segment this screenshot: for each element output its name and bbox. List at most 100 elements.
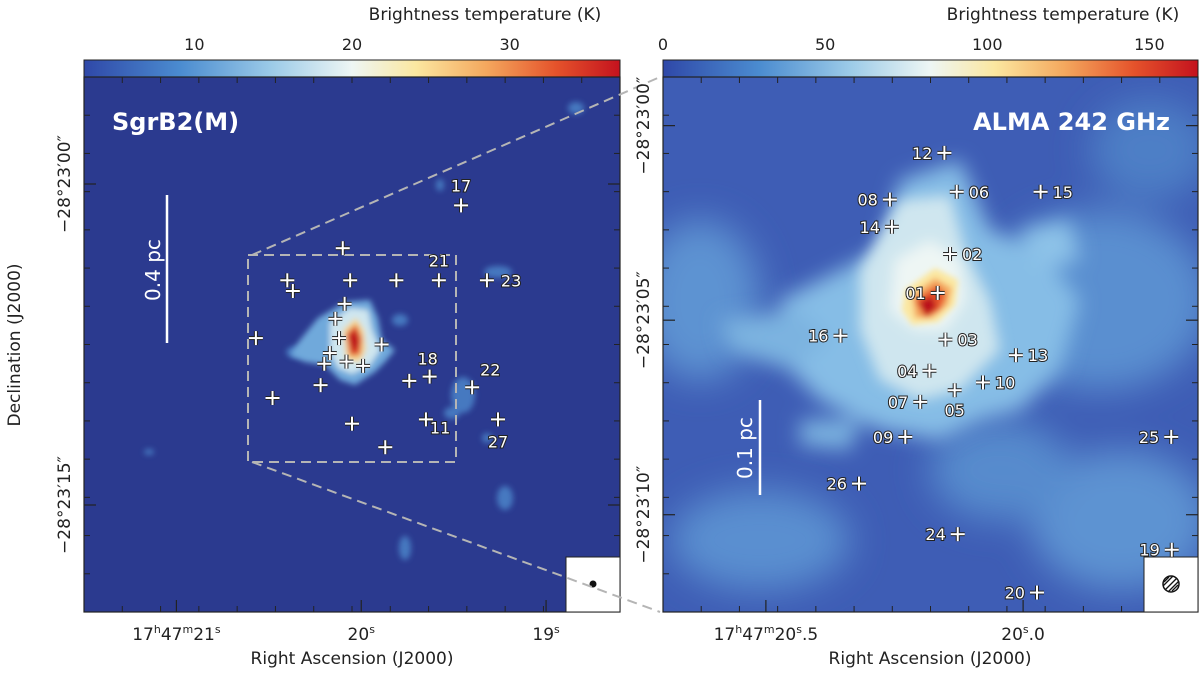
left-sources: 17 21 23 18 22 11 27 [248,175,522,455]
source-marker [313,378,328,393]
source-marker [1033,184,1048,199]
y-tick-label: −28°23′00″ [55,135,75,233]
source-label: 10 [995,373,1015,392]
source-marker [280,273,295,288]
y-tick-label: −28°23′10″ [634,466,654,564]
source-label: 14 [860,218,880,237]
source-label: 06 [969,183,989,202]
source-marker [949,184,964,199]
colorbar-tick-label: 150 [1134,35,1165,54]
source-label: 18 [417,350,437,369]
source-label: 25 [1139,428,1159,447]
y-tick-label: −28°23′00″ [634,77,654,175]
source-marker [479,273,494,288]
source-label: 09 [873,428,893,447]
source-marker [335,241,350,256]
source-marker [317,356,332,371]
left-central-emission [290,300,395,385]
colorbar-tick-label: 100 [972,35,1003,54]
left-minor-ticks [84,77,620,612]
source-marker [882,192,897,207]
source-label: 02 [962,245,982,264]
source-marker [343,273,358,288]
source-marker [491,412,506,427]
x-tick-label: 20s [348,623,376,645]
source-label: 22 [480,360,500,379]
source-label: 07 [888,393,908,412]
source-marker [833,328,848,343]
source-label: 01 [905,284,925,303]
source-marker [1029,585,1044,600]
source-label: 11 [430,418,450,437]
x-tick-label: 17h47m21s [132,623,221,645]
source-label: 26 [827,475,847,494]
source-marker [947,383,962,398]
left-y-ticks: −28°23′00″ −28°23′15″ [55,135,620,554]
right-map [663,77,1198,612]
source-marker [389,273,404,288]
left-panel: Brightness temperature (K) 10 20 30 [5,5,621,669]
colorbar-tick-label: 10 [184,35,204,54]
source-marker [265,391,280,405]
left-y-label: Declination (J2000) [5,263,25,426]
source-marker [402,373,417,388]
source-label: 23 [501,271,521,290]
source-marker [454,198,469,213]
source-label: 20 [1005,584,1025,603]
source-marker [339,354,354,369]
source-marker [1164,542,1179,557]
right-beam-icon [1162,575,1180,593]
source-marker [884,219,899,234]
source-marker [465,380,480,395]
right-y-ticks: −28°23′00″ −28°23′05″ −28°23′10″ [634,77,1198,564]
source-label: 21 [429,251,449,270]
source-marker [337,296,352,311]
source-marker [374,337,389,352]
source-marker [356,358,371,373]
colorbar-tick-label: 30 [499,35,519,54]
y-tick-label: −28°23′15″ [55,456,75,554]
source-marker [1164,429,1179,444]
source-label: 05 [944,401,964,420]
left-title: SgrB2(M) [112,108,239,136]
source-marker [898,429,913,444]
left-colorbar-label: Brightness temperature (K) [369,5,602,25]
source-marker [930,285,945,300]
right-sources: 01 02 03 04 05 06 07 08 09 10 12 13 14 15 16 19 20 24 25 26 [807,143,1179,604]
source-label: 13 [1028,346,1048,365]
x-tick-label: 17h47m20s.5 [714,623,819,645]
source-marker [938,332,953,347]
source-label: 08 [858,191,878,210]
right-x-ticks: 17h47m20s.5 20s.0 [714,600,1045,645]
right-title: ALMA 242 GHz [973,108,1170,136]
right-colorbar [662,59,1199,78]
source-marker [975,375,990,390]
source-label: 12 [912,144,932,163]
colorbar-tick-label: 20 [342,35,362,54]
source-label: 16 [808,327,828,346]
source-label: 04 [897,362,917,381]
y-tick-label: −28°23′05″ [634,271,654,369]
source-marker [922,363,937,378]
left-x-ticks: 17h47m21s 20s 19s [132,600,560,645]
source-marker [332,331,347,346]
right-colorbar-label: Brightness temperature (K) [947,5,1180,25]
right-panel: Brightness temperature (K) 0 50 100 150 [634,5,1199,669]
source-marker [431,273,446,288]
source-marker [950,527,965,542]
zoom-connector-top [251,76,661,256]
source-label: 19 [1139,541,1159,560]
source-marker [851,476,866,491]
source-marker [285,284,300,298]
source-label: 15 [1053,183,1073,202]
left-colorbar [83,59,621,78]
left-x-label: Right Ascension (J2000) [251,649,454,669]
source-marker [943,247,958,262]
source-label: 17 [451,176,471,195]
source-marker [322,346,337,361]
source-marker [378,440,393,455]
right-scalebar-label: 0.1 pc [733,417,757,479]
left-scalebar-label: 0.4 pc [141,239,165,301]
x-tick-label: 19s [532,623,560,645]
